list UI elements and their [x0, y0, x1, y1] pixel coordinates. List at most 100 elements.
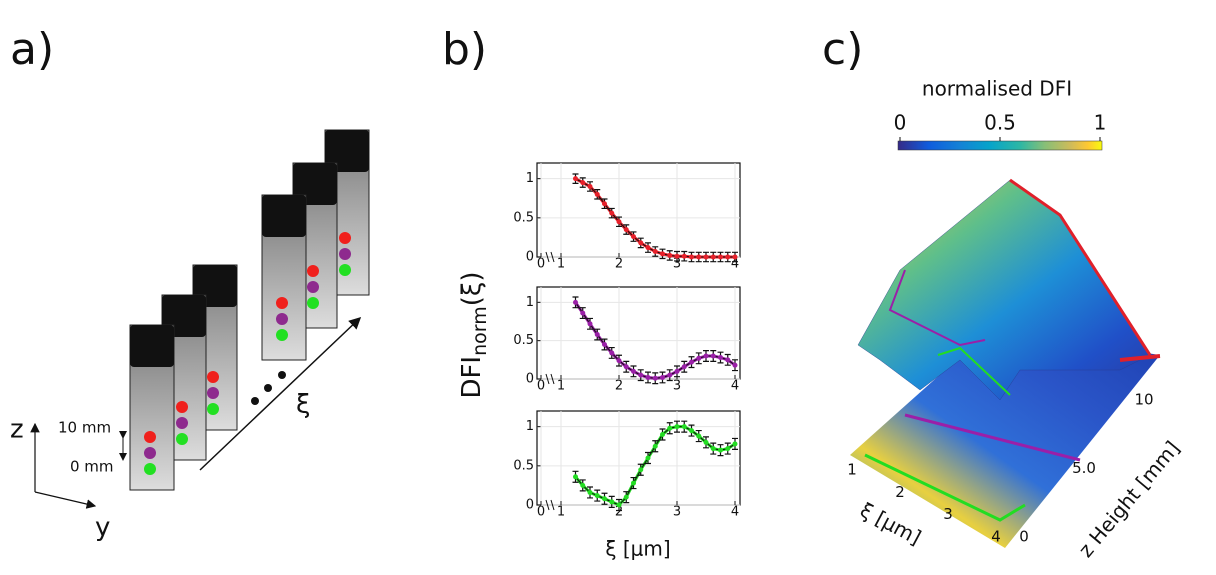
data-point	[725, 446, 730, 451]
y-arrow	[35, 492, 95, 506]
data-point	[653, 444, 658, 449]
figure: a) ξ z y 10 mm 0 mm b) DFInorm(ξ) ξ [μm]…	[0, 0, 1216, 575]
y-tick-label: 0.5	[513, 210, 534, 225]
sample-dot	[144, 447, 156, 459]
data-point	[580, 180, 585, 185]
data-point	[588, 490, 593, 495]
data-point	[718, 355, 723, 360]
x-tick-label: 1	[557, 379, 565, 394]
data-point	[624, 495, 629, 500]
height-label: 0 mm	[70, 458, 114, 476]
sample-dot	[276, 329, 288, 341]
colorbar-title: normalised DFI	[922, 77, 1072, 101]
colorbar-tick-label: 0	[894, 111, 907, 135]
sample-dot	[339, 232, 351, 244]
data-point	[573, 474, 578, 479]
x-tick-label: 4	[731, 505, 739, 520]
xi-axis-title: ξ [μm]	[856, 498, 925, 550]
data-point	[667, 373, 672, 378]
data-point	[696, 434, 701, 439]
data-point	[682, 364, 687, 369]
data-point	[580, 483, 585, 488]
data-point	[617, 358, 622, 363]
z-tick-label: 0	[1019, 528, 1029, 546]
xi-tick-label: 4	[991, 528, 1001, 546]
data-point	[573, 300, 578, 305]
data-point	[704, 255, 709, 260]
ellipsis-dot	[278, 371, 286, 379]
data-point	[638, 240, 643, 245]
data-point	[609, 350, 614, 355]
height-label: 10 mm	[58, 419, 111, 437]
plot-frame	[537, 411, 740, 505]
data-point	[725, 357, 730, 362]
y-tick-label: 0	[526, 372, 534, 387]
xi-tick-label: 3	[943, 505, 953, 523]
y-tick-label: 0	[526, 250, 534, 265]
colorbar	[898, 141, 1102, 150]
data-point	[617, 503, 622, 508]
y-tick-label: 0	[526, 498, 534, 513]
x-tick-label: 4	[731, 379, 739, 394]
data-point	[667, 253, 672, 258]
panel-label: b)	[442, 24, 487, 75]
colorbar-tick-label: 0.5	[984, 111, 1016, 135]
data-point	[573, 176, 578, 181]
data-point	[711, 446, 716, 451]
x-tick-label: 2	[615, 379, 623, 394]
y-axis-title-tail: (ξ)	[457, 271, 487, 306]
data-point	[718, 255, 723, 260]
x-tick-label: 1	[557, 505, 565, 520]
data-point	[595, 493, 600, 498]
data-point	[725, 255, 730, 260]
data-point	[675, 369, 680, 374]
data-point	[646, 456, 651, 461]
data-point	[718, 448, 723, 453]
data-point	[609, 499, 614, 504]
sample-dot	[307, 297, 319, 309]
plot-frame	[537, 287, 740, 379]
data-point	[602, 342, 607, 347]
sample-dot	[339, 264, 351, 276]
data-point	[660, 251, 665, 256]
data-point	[624, 227, 629, 232]
data-point	[675, 424, 680, 429]
data-point	[653, 376, 658, 381]
y-axis-title: DFI	[457, 356, 487, 399]
data-point	[689, 360, 694, 365]
data-point	[638, 467, 643, 472]
sample-dot	[176, 401, 188, 413]
sample-dot	[339, 248, 351, 260]
data-point	[602, 201, 607, 206]
data-point	[733, 441, 738, 446]
y-tick-label: 0.5	[513, 333, 534, 348]
x-tick-label: 2	[615, 257, 623, 272]
data-point	[711, 255, 716, 260]
x-tick-label: 0	[537, 257, 545, 272]
y-axis-label: y	[95, 513, 110, 543]
y-tick-label: 1	[526, 419, 534, 434]
x-tick-label: 3	[673, 379, 681, 394]
data-point	[660, 375, 665, 380]
sample-dot	[207, 387, 219, 399]
data-point	[682, 254, 687, 259]
sample-dot	[176, 417, 188, 429]
data-point	[696, 356, 701, 361]
y-tick-label: 1	[526, 295, 534, 310]
y-axis-title: DFInorm(ξ)	[457, 271, 491, 398]
data-point	[660, 432, 665, 437]
sample-dot	[276, 297, 288, 309]
data-point	[711, 354, 716, 359]
data-point	[580, 311, 585, 316]
y-axis-title-sub: norm	[469, 306, 491, 356]
z-tick-label: 10	[1134, 391, 1153, 409]
z-axis-title: z Height [mm]	[1073, 436, 1184, 562]
sample-dot	[307, 265, 319, 277]
data-point	[588, 184, 593, 189]
surface	[858, 180, 1150, 400]
image-stack	[130, 130, 369, 490]
data-point	[609, 211, 614, 216]
data-point	[602, 496, 607, 501]
data-point	[624, 364, 629, 369]
panel-label: c)	[822, 24, 863, 75]
